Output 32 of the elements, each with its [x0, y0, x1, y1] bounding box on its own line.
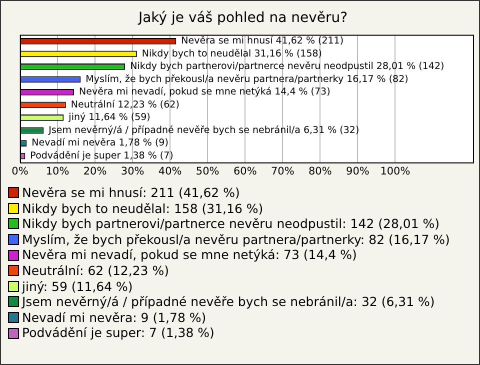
- legend-label: jiný: 59 (11,64 %): [22, 278, 133, 294]
- legend-label: Podvádění je super: 7 (1,38 %): [22, 325, 214, 341]
- data-label: Podvádění je super 1,38 % (7): [30, 150, 174, 162]
- data-label: Nevadí mi nevěra 1,78 % (9): [32, 138, 168, 149]
- x-tick-label: 10%: [46, 165, 70, 178]
- legend-label: Nevěra se mi hnusí: 211 (41,62 %): [22, 185, 240, 201]
- x-tick-label: 30%: [120, 165, 144, 178]
- data-label: Nikdy bych partnerovi/partnerce nevěru neodpustil 28,01 % (142): [130, 61, 444, 72]
- legend-label: Nevadí mi nevěra: 9 (1,78 %): [22, 310, 206, 326]
- legend-label: Nikdy bych partnerovi/partnerce nevěru neodpustil: 142 (28,01 %): [22, 216, 440, 232]
- x-tick-label: 20%: [83, 165, 107, 178]
- data-label: Nevěra mi nevadí, pokud se mne netýká 14,4 % (73): [79, 86, 330, 98]
- data-label: Nikdy bych to neudělal 31,16 % (158): [142, 48, 322, 60]
- x-tick-label: 100%: [380, 165, 410, 178]
- legend-label: Nevěra mi nevadí, pokud se mne netýká: 73 (14,4 %): [22, 247, 357, 263]
- x-tick-label: 50%: [196, 165, 220, 178]
- legend-label: Nikdy bych to neudělal: 158 (31,16 %): [22, 200, 264, 216]
- chart-title: Jaký je váš pohled na nevěru?: [137, 10, 348, 26]
- data-label: jiný 11,64 % (59): [68, 112, 150, 124]
- legend-label: Myslím, že bych překousl/a nevěru partnera/partnerky: 82 (16,17 %): [22, 232, 450, 248]
- x-tick-label: 70%: [270, 165, 294, 178]
- legend-label: Neutrální: 62 (12,23 %): [22, 262, 169, 279]
- data-label: Jsem nevěrný/á / případné nevěře bych se nebránil/a 6,31 % (32): [48, 124, 360, 136]
- legend-label: Jsem nevěrný/á / případné nevěře bych se nebránil/a: 32 (6,31 %): [22, 294, 435, 310]
- x-tick-label: 40%: [158, 165, 182, 178]
- x-tick-label: 90%: [346, 165, 370, 178]
- data-label: Nevěra se mi hnusí 41,62 % (211): [181, 36, 344, 47]
- data-label: Neutrální 12,23 % (62): [70, 99, 180, 110]
- x-tick-label: 80%: [308, 165, 332, 178]
- data-label: Myslím, že bych překousl/a nevěru partnera/partnerky 16,17 % (82): [86, 74, 408, 85]
- x-tick-label: 60%: [233, 165, 257, 178]
- x-tick-label: 0%: [12, 165, 28, 178]
